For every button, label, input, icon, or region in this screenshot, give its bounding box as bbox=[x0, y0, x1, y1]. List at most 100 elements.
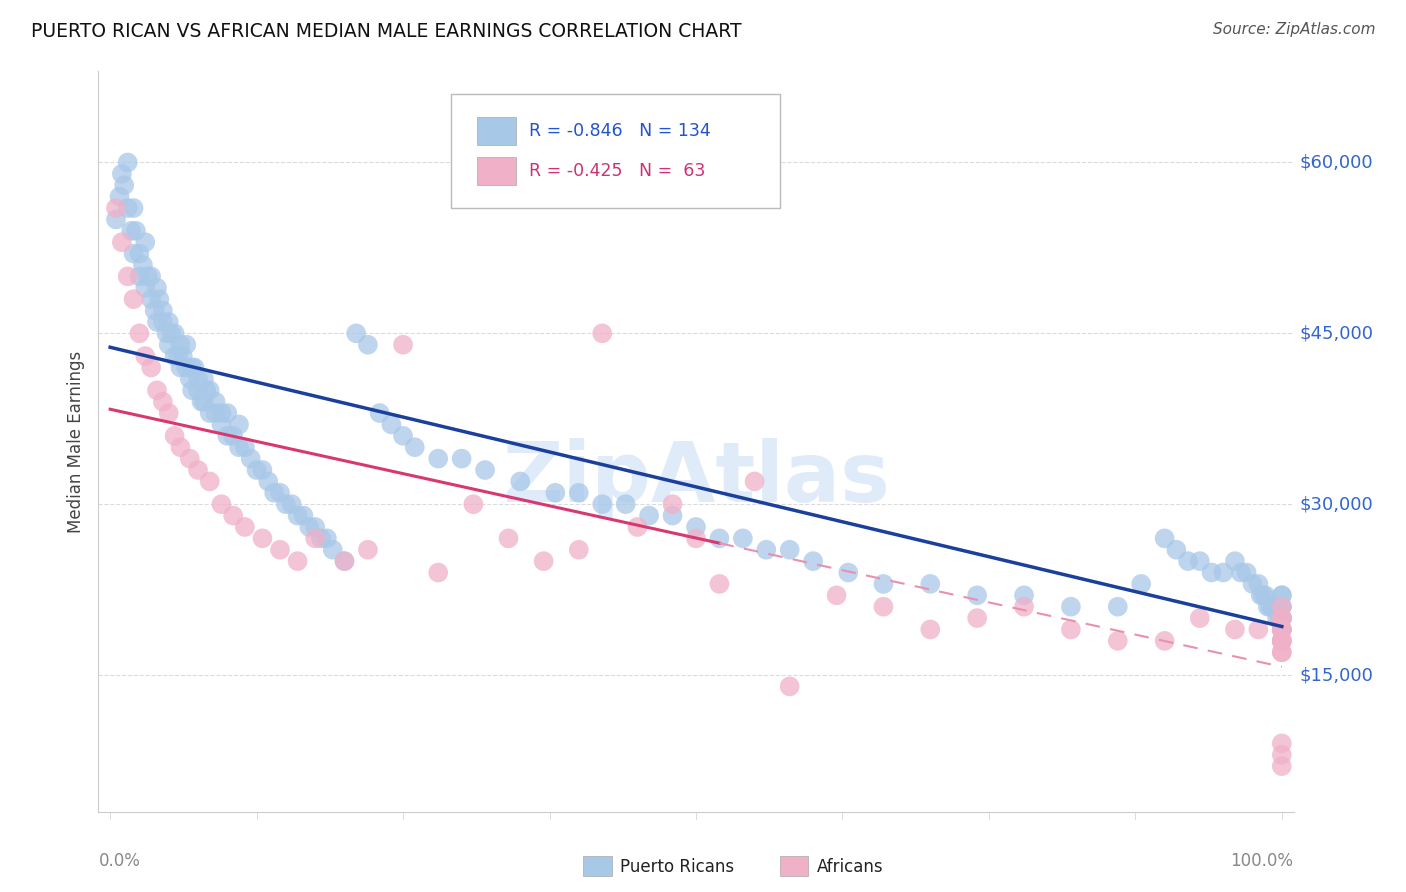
Point bbox=[204, 406, 226, 420]
Point bbox=[1271, 599, 1294, 614]
Point bbox=[298, 520, 321, 534]
Point bbox=[872, 577, 894, 591]
Point bbox=[122, 201, 145, 215]
Point bbox=[246, 463, 269, 477]
Point bbox=[1241, 577, 1264, 591]
Point bbox=[1261, 599, 1284, 614]
Point bbox=[281, 497, 304, 511]
Point bbox=[498, 532, 520, 546]
Point bbox=[122, 246, 145, 260]
Point bbox=[474, 463, 496, 477]
Point bbox=[1265, 611, 1288, 625]
Point bbox=[125, 224, 148, 238]
Point bbox=[427, 451, 450, 466]
Point bbox=[193, 394, 215, 409]
Point bbox=[1236, 566, 1258, 580]
Point bbox=[344, 326, 367, 341]
Point bbox=[1271, 599, 1294, 614]
Text: $30,000: $30,000 bbox=[1299, 495, 1374, 513]
Point bbox=[1247, 577, 1270, 591]
Point bbox=[120, 224, 142, 238]
Point bbox=[233, 440, 256, 454]
Point bbox=[136, 269, 159, 284]
Point bbox=[195, 384, 218, 398]
Point bbox=[1271, 588, 1294, 602]
Point bbox=[920, 623, 942, 637]
Text: 100.0%: 100.0% bbox=[1230, 853, 1294, 871]
Point bbox=[920, 577, 942, 591]
Point bbox=[217, 406, 239, 420]
Point bbox=[287, 508, 309, 523]
Y-axis label: Median Male Earnings: Median Male Earnings bbox=[66, 351, 84, 533]
Point bbox=[1223, 623, 1246, 637]
Point bbox=[141, 269, 163, 284]
Point bbox=[1271, 747, 1294, 762]
Point bbox=[128, 246, 150, 260]
Point bbox=[731, 532, 754, 546]
Point bbox=[1271, 633, 1294, 648]
Text: Puerto Ricans: Puerto Ricans bbox=[620, 858, 734, 876]
Point bbox=[1257, 599, 1279, 614]
Point bbox=[187, 463, 209, 477]
Point bbox=[1271, 599, 1294, 614]
Point bbox=[211, 497, 233, 511]
Point bbox=[357, 542, 380, 557]
Point bbox=[1188, 554, 1211, 568]
Point bbox=[146, 315, 169, 329]
Point bbox=[1060, 623, 1083, 637]
Point bbox=[143, 303, 166, 318]
Point bbox=[614, 497, 637, 511]
Point bbox=[1258, 599, 1281, 614]
Point bbox=[157, 337, 180, 351]
Point bbox=[1012, 599, 1035, 614]
Point bbox=[211, 406, 233, 420]
Point bbox=[163, 326, 186, 341]
Point bbox=[155, 326, 177, 341]
Point bbox=[872, 599, 894, 614]
Point bbox=[322, 542, 344, 557]
Point bbox=[304, 532, 326, 546]
Point bbox=[222, 508, 245, 523]
Point bbox=[190, 394, 212, 409]
FancyBboxPatch shape bbox=[477, 156, 516, 185]
Point bbox=[1271, 759, 1294, 773]
FancyBboxPatch shape bbox=[451, 94, 780, 209]
Point bbox=[1250, 588, 1272, 602]
Point bbox=[1271, 633, 1294, 648]
Point bbox=[591, 326, 613, 341]
Point bbox=[287, 554, 309, 568]
Point bbox=[174, 360, 197, 375]
Point bbox=[709, 532, 731, 546]
Point bbox=[1212, 566, 1234, 580]
Point bbox=[316, 532, 339, 546]
Point bbox=[544, 485, 567, 500]
Text: $15,000: $15,000 bbox=[1299, 666, 1374, 684]
Point bbox=[198, 475, 221, 489]
Point bbox=[779, 542, 801, 557]
Point bbox=[568, 542, 591, 557]
Point bbox=[1271, 633, 1294, 648]
Point bbox=[239, 451, 262, 466]
Point bbox=[392, 337, 415, 351]
Text: ZipAtlas: ZipAtlas bbox=[502, 438, 890, 519]
Text: Source: ZipAtlas.com: Source: ZipAtlas.com bbox=[1212, 22, 1375, 37]
Point bbox=[163, 429, 186, 443]
Point bbox=[744, 475, 766, 489]
Text: $60,000: $60,000 bbox=[1299, 153, 1374, 171]
Point bbox=[463, 497, 485, 511]
Point bbox=[183, 360, 205, 375]
Point bbox=[1153, 633, 1175, 648]
Point bbox=[233, 520, 256, 534]
Point bbox=[1271, 611, 1294, 625]
Point bbox=[169, 440, 191, 454]
Point bbox=[1153, 532, 1175, 546]
Point bbox=[117, 201, 139, 215]
Point bbox=[134, 349, 156, 363]
Point bbox=[568, 485, 591, 500]
Point bbox=[152, 315, 174, 329]
Point bbox=[198, 384, 221, 398]
Point bbox=[105, 212, 128, 227]
Text: $45,000: $45,000 bbox=[1299, 325, 1374, 343]
Point bbox=[1271, 611, 1294, 625]
Text: R = -0.425   N =  63: R = -0.425 N = 63 bbox=[529, 161, 704, 179]
